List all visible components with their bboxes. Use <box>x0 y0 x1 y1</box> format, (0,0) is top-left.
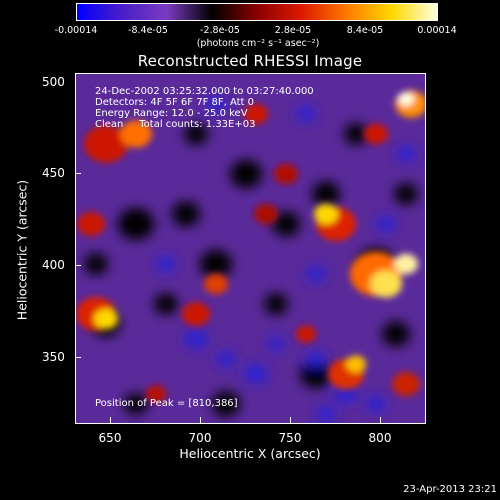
rhessi-image <box>75 73 426 424</box>
y-axis-label: Heliocentric Y (arcsec) <box>14 179 30 321</box>
x-tick-label: 650 <box>98 431 122 445</box>
colorbar-units: (photons cm⁻² s⁻¹ asec⁻²) <box>196 38 320 49</box>
x-tick-label: 800 <box>368 431 392 445</box>
y-tick-mark <box>75 265 81 266</box>
x-tick-mark <box>200 417 201 423</box>
y-tick-mark <box>75 173 81 174</box>
y-tick-label: 450 <box>42 166 65 180</box>
y-tick-label: 400 <box>42 258 65 272</box>
colorbar-tick: 2.8e-05 <box>274 25 312 36</box>
y-tick-label: 350 <box>42 350 65 364</box>
x-axis-label: Heliocentric X (arcsec) <box>179 446 321 461</box>
peak-position-text: Position of Peak = [810,386] <box>95 398 238 409</box>
colorbar-tick: -8.4e-05 <box>128 25 168 36</box>
x-tick-mark <box>110 417 111 423</box>
energy-range-text: Energy Range: 12.0 - 25.0 keV <box>95 108 248 119</box>
y-tick-label: 500 <box>42 75 65 89</box>
intensity-map <box>76 74 425 423</box>
clean-counts-text: Clean Total counts: 1.33E+03 <box>95 119 256 130</box>
colorbar-tick: -0.00014 <box>54 25 98 36</box>
colorbar-tick: 8.4e-05 <box>346 25 384 36</box>
footer-date: 23-Apr-2013 23:21 <box>403 484 497 495</box>
image-title: Reconstructed RHESSI Image <box>137 52 363 70</box>
y-tick-mark <box>75 357 81 358</box>
colorbar <box>76 3 438 21</box>
x-tick-label: 750 <box>278 431 302 445</box>
time-range-text: 24-Dec-2002 03:25:32.000 to 03:27:40.000 <box>95 86 314 97</box>
detectors-text: Detectors: 4F 5F 6F 7F 8F, Att 0 <box>95 97 255 108</box>
colorbar-tick: -2.8e-05 <box>200 25 240 36</box>
colorbar-tick: 0.00014 <box>417 25 457 36</box>
x-tick-mark <box>290 417 291 423</box>
x-tick-label: 700 <box>188 431 212 445</box>
x-tick-mark <box>380 417 381 423</box>
